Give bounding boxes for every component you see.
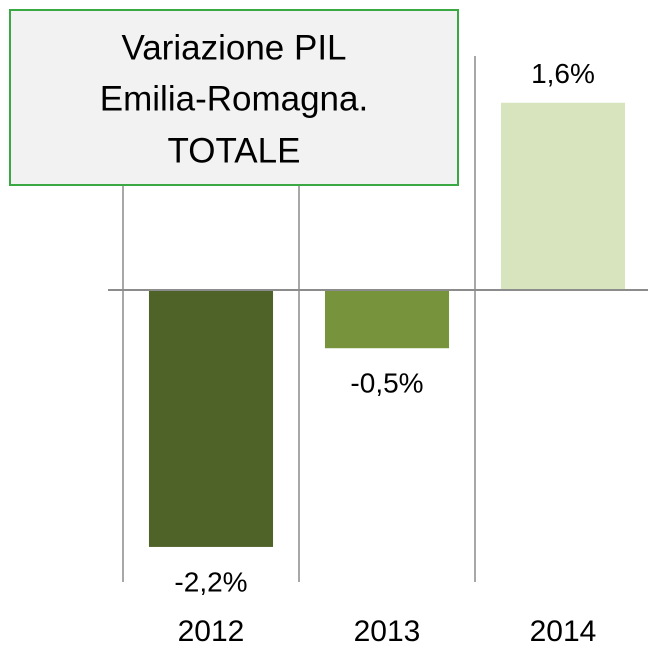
title-box bbox=[9, 9, 459, 186]
bars bbox=[148, 102, 626, 547]
bar bbox=[324, 289, 450, 349]
chart-title: Emilia-Romagna. bbox=[100, 79, 368, 118]
x-tick-label: 2012 bbox=[178, 615, 245, 645]
data-label: -2,2% bbox=[174, 566, 247, 597]
x-tick-label: 2014 bbox=[530, 615, 597, 645]
bar bbox=[148, 289, 274, 547]
bar bbox=[500, 102, 626, 290]
x-tick-label: 2013 bbox=[354, 615, 421, 645]
chart-title: TOTALE bbox=[168, 131, 301, 170]
data-label: 1,6% bbox=[531, 58, 595, 89]
data-label: -0,5% bbox=[350, 368, 423, 399]
chart-title: Variazione PIL bbox=[121, 28, 346, 67]
